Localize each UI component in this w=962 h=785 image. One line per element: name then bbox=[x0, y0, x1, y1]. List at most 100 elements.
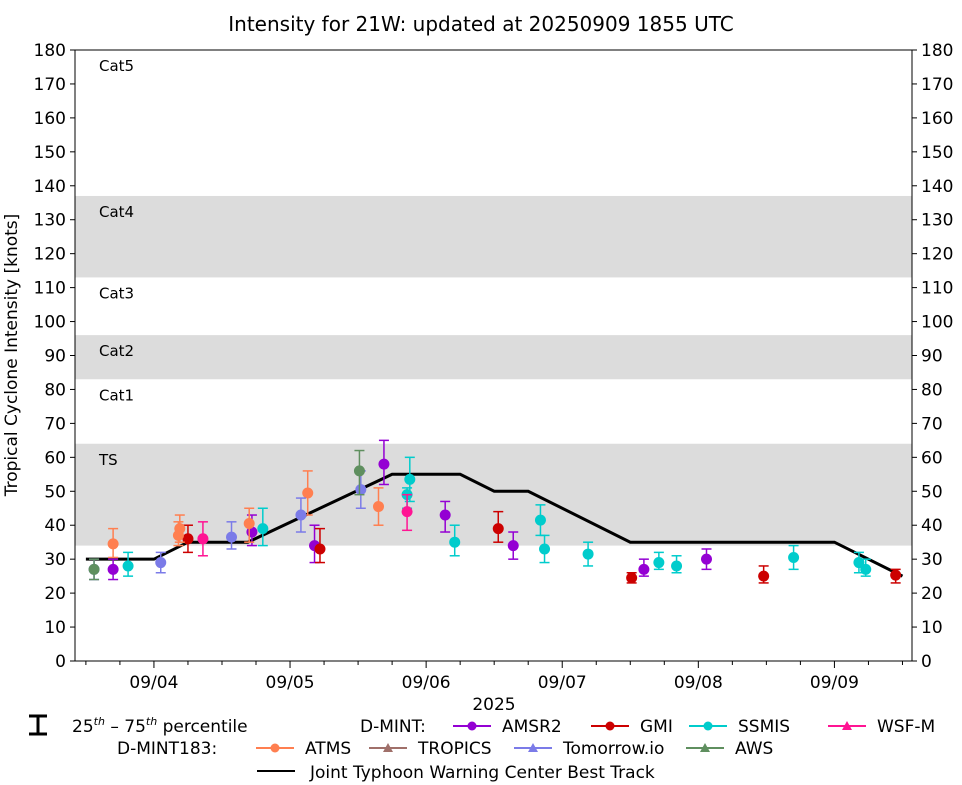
y-tick-label-right: 40 bbox=[921, 516, 943, 536]
legend-item-tropics: TROPICS bbox=[369, 739, 492, 759]
marker bbox=[890, 569, 902, 581]
data-point-wsf-m bbox=[401, 493, 413, 532]
legend-group-d-mint183: D-MINT183: bbox=[117, 739, 217, 759]
legend-label: ATMS bbox=[305, 739, 351, 759]
y-tick-label-left: 60 bbox=[44, 448, 66, 468]
y-tick-label-left: 120 bbox=[34, 245, 66, 265]
y-tick-label-left: 40 bbox=[44, 516, 66, 536]
y-tick-label-right: 10 bbox=[921, 618, 943, 638]
y-tick-label-right: 20 bbox=[921, 584, 943, 604]
best-track-line bbox=[85, 472, 904, 578]
legend-label: Tomorrow.io bbox=[562, 739, 664, 759]
marker bbox=[295, 509, 307, 521]
legend-marker-triangle bbox=[528, 743, 538, 752]
marker bbox=[353, 465, 365, 477]
legend-group-d-mint: D-MINT: bbox=[360, 717, 426, 737]
band-label-ts: TS bbox=[98, 451, 118, 469]
x-axis: 09/04 09/05 09/06 09/07 09/08 09/09 bbox=[85, 661, 903, 693]
category-band-labels: TS Cat1 Cat2 Cat3 Cat4 Cat5 bbox=[98, 57, 134, 469]
legend-item-aws: AWS bbox=[686, 739, 773, 759]
x-tick-label-09-07: 09/07 bbox=[538, 673, 587, 693]
y-tick-label-left: 70 bbox=[44, 414, 66, 434]
y-tick-label-left: 20 bbox=[44, 584, 66, 604]
legend-item-gmi: GMI bbox=[591, 717, 673, 737]
x-tick-label-09-09: 09/09 bbox=[810, 673, 859, 693]
marker bbox=[401, 506, 413, 518]
marker bbox=[860, 563, 872, 575]
legend-label: Joint Typhoon Warning Center Best Track bbox=[309, 763, 655, 783]
marker bbox=[582, 548, 594, 560]
y-tick-label-right: 110 bbox=[921, 279, 953, 299]
data-point-ssmis bbox=[788, 544, 800, 571]
legend-label: AWS bbox=[735, 739, 773, 759]
data-point-aws bbox=[353, 449, 365, 496]
marker bbox=[653, 557, 665, 569]
legend-item-amsr2: AMSR2 bbox=[453, 717, 562, 737]
data-point-wsf-m bbox=[197, 521, 209, 557]
marker bbox=[700, 553, 712, 565]
legend-item-best-track: Joint Typhoon Warning Center Best Track bbox=[257, 763, 655, 783]
data-point-atms bbox=[174, 514, 186, 543]
best-track-polyline bbox=[85, 472, 904, 578]
marker bbox=[492, 523, 504, 535]
y-axis-label: Tropical Cyclone Intensity [knots] bbox=[2, 214, 22, 498]
superscript: th bbox=[146, 715, 157, 728]
marker bbox=[107, 538, 119, 550]
data-point-ssmis bbox=[539, 534, 551, 564]
legend-marker-triangle bbox=[383, 743, 393, 752]
marker bbox=[788, 551, 800, 563]
y-tick-label-left: 50 bbox=[44, 482, 66, 502]
band-label-cat5: Cat5 bbox=[99, 57, 134, 75]
y-tick-label-left: 100 bbox=[34, 313, 66, 333]
y-tick-label-right: 30 bbox=[921, 550, 943, 570]
data-point-ssmis bbox=[449, 524, 461, 557]
y-tick-label-left: 140 bbox=[34, 177, 66, 197]
y-tick-label-right: 80 bbox=[921, 380, 943, 400]
y-tick-label-left: 10 bbox=[44, 618, 66, 638]
y-tick-label-left: 170 bbox=[34, 75, 66, 95]
y-tick-label-left: 150 bbox=[34, 143, 66, 163]
series-aws bbox=[88, 449, 365, 581]
data-point-ssmis bbox=[671, 555, 683, 574]
marker bbox=[539, 543, 551, 555]
marker bbox=[372, 501, 384, 513]
data-point-gmi bbox=[758, 565, 770, 584]
legend-marker-circle bbox=[270, 743, 280, 753]
y-tick-label-left: 160 bbox=[34, 109, 66, 129]
marker bbox=[155, 557, 167, 569]
legend-marker-circle bbox=[467, 721, 477, 731]
data-point-ssmis bbox=[122, 551, 134, 577]
marker bbox=[314, 543, 326, 555]
y-tick-label-right: 70 bbox=[921, 414, 943, 434]
y-tick-label-right: 160 bbox=[921, 109, 953, 129]
y-axis-right: 0 10 20 30 40 50 60 70 80 90 100 110 120 130 140 150 160… bbox=[912, 41, 953, 672]
y-tick-label-right: 120 bbox=[921, 245, 953, 265]
percentile-text: – bbox=[105, 717, 124, 737]
marker bbox=[174, 523, 186, 535]
y-tick-label-left: 0 bbox=[55, 652, 66, 672]
band-label-cat1: Cat1 bbox=[99, 386, 134, 404]
data-point-amsr2 bbox=[439, 500, 451, 533]
x-tick-label-09-04: 09/04 bbox=[129, 673, 178, 693]
y-axis-left: 0 10 20 30 40 50 60 70 80 90 100 110 120 130 140 150 160… bbox=[34, 41, 75, 672]
data-point-ssmis bbox=[653, 551, 665, 571]
legend-label: WSF-M bbox=[877, 717, 935, 737]
marker bbox=[758, 570, 770, 582]
marker bbox=[302, 487, 314, 499]
data-point-gmi bbox=[314, 527, 326, 564]
marker bbox=[355, 484, 367, 496]
marker bbox=[449, 536, 461, 548]
data-point-ssmis bbox=[860, 558, 872, 577]
marker bbox=[378, 458, 390, 470]
data-point-ssmis bbox=[582, 541, 594, 567]
marker bbox=[107, 563, 119, 575]
legend-item-tomorrow-io: Tomorrow.io bbox=[514, 739, 664, 759]
marker bbox=[626, 572, 638, 584]
data-point-amsr2 bbox=[378, 439, 390, 486]
y-tick-label-left: 90 bbox=[44, 347, 66, 367]
marker bbox=[257, 523, 269, 535]
series-gmi bbox=[182, 510, 902, 584]
category-bands bbox=[75, 195, 912, 546]
data-point-gmi bbox=[890, 568, 902, 584]
band-cat4 bbox=[75, 195, 912, 278]
